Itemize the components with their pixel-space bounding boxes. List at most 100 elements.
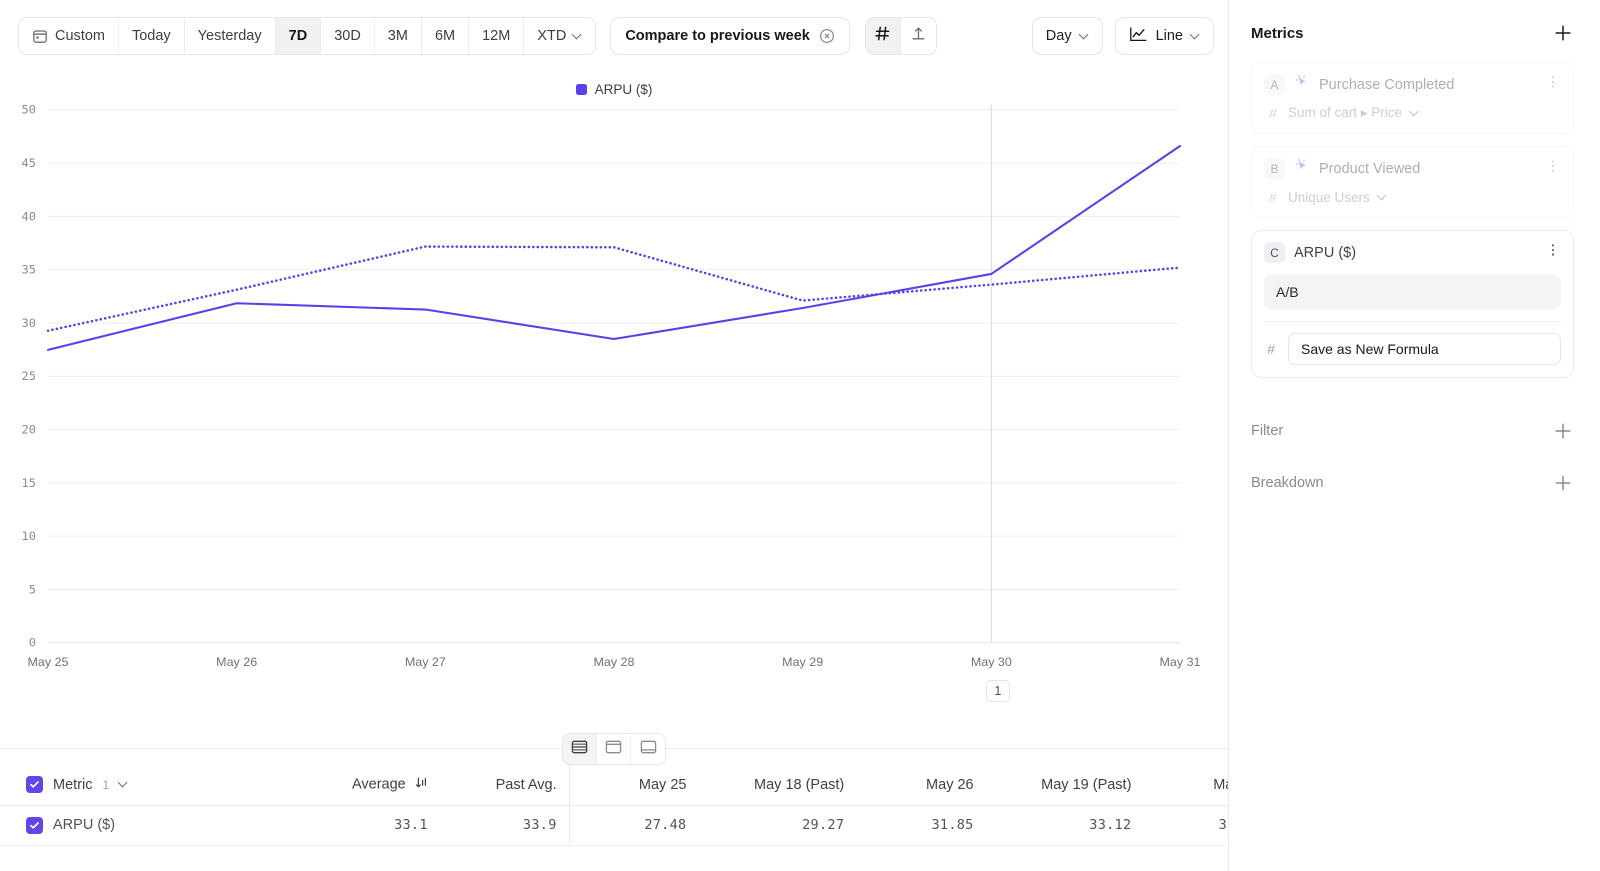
add-filter-button[interactable]: [1552, 420, 1574, 442]
metrics-section-header: Metrics: [1251, 22, 1574, 44]
table-head: Metric 1 Average: [0, 765, 1228, 805]
layout-table-only-button[interactable]: [631, 734, 665, 764]
chart-container: ARPU ($) 0 5 10 15 20 25 30 35 40 45 50 May 25 May 2…: [0, 72, 1228, 871]
save-as-new-formula-button[interactable]: Save as New Formula: [1288, 333, 1561, 365]
close-circle-icon[interactable]: [819, 28, 835, 44]
breakdown-section-header: Breakdown: [1251, 472, 1574, 494]
chart-plot-area[interactable]: 0 5 10 15 20 25 30 35 40 45 50 May 25 May 26 May 27 Ma…: [0, 100, 1220, 721]
svg-text:May 31: May 31: [1160, 655, 1201, 669]
add-breakdown-button[interactable]: [1552, 472, 1574, 494]
layout-split-even-button[interactable]: [563, 734, 597, 764]
range-xtd[interactable]: XTD: [524, 18, 596, 54]
metric-card-a[interactable]: A Purchase Completed # Sum of cart ▸ Pri…: [1251, 62, 1574, 134]
normalize-axis-button[interactable]: [900, 18, 936, 54]
range-3m[interactable]: 3M: [374, 18, 422, 54]
range-custom[interactable]: Custom: [19, 18, 119, 54]
range-yesterday-label: Yesterday: [197, 28, 262, 44]
metric-aggregation-a[interactable]: # Sum of cart ▸ Price: [1264, 105, 1561, 121]
range-12m[interactable]: 12M: [469, 18, 525, 54]
th-past-average[interactable]: Past Avg.: [495, 776, 557, 793]
metric-aggregation-b[interactable]: # Unique Users: [1264, 189, 1561, 205]
chevron-down-icon: [1191, 31, 1200, 40]
line-chart-svg[interactable]: 0 5 10 15 20 25 30 35 40 45 50 May 25 May 26 May 27 Ma…: [0, 100, 1220, 721]
svg-text:May 26: May 26: [216, 655, 257, 669]
layout-split-group[interactable]: [562, 733, 666, 765]
metric-label-a: Purchase Completed: [1319, 76, 1455, 93]
svg-text:45: 45: [22, 156, 36, 170]
range-30d[interactable]: 30D: [321, 18, 375, 54]
metrics-table: Metric 1 Average: [0, 765, 1228, 846]
formula-input[interactable]: A/B: [1264, 275, 1561, 309]
metric-menu-c[interactable]: [1545, 242, 1561, 263]
th-metric-label: Metric: [53, 776, 93, 793]
th-may-26[interactable]: May 26: [926, 776, 974, 793]
metric-label-b: Product Viewed: [1319, 160, 1421, 177]
chart-display-toggle-group[interactable]: [864, 17, 937, 55]
range-7d-label: 7D: [288, 28, 308, 44]
svg-text:30: 30: [22, 316, 36, 330]
th-may-25[interactable]: May 25: [568, 765, 699, 805]
td-may-19-past: 33.12: [1089, 817, 1132, 833]
metric-aggregation-label-b: Unique Users: [1288, 189, 1370, 205]
chevron-down-icon: [1410, 108, 1419, 117]
th-may-19-past[interactable]: May 19 (Past): [1041, 776, 1132, 793]
svg-text:50: 50: [22, 103, 36, 117]
legend-swatch: [575, 84, 587, 95]
svg-text:15: 15: [22, 476, 36, 490]
chart-type-dropdown[interactable]: Line: [1114, 17, 1214, 55]
select-all-checkbox[interactable]: [26, 776, 43, 794]
layout-chart-only-button[interactable]: [597, 734, 631, 764]
right-panel: Metrics A Purchase Completed: [1228, 0, 1600, 871]
metric-aggregation-label-a: Sum of cart ▸ Price: [1288, 105, 1403, 120]
svg-text:May 28: May 28: [594, 655, 635, 669]
row-checkbox[interactable]: [26, 816, 43, 834]
filter-title: Filter: [1251, 423, 1284, 439]
table-header-row: Metric 1 Average: [0, 765, 1228, 805]
th-may-18-past[interactable]: May 18 (Past): [754, 776, 845, 793]
td-average: 33.1: [394, 817, 428, 833]
arrow-up-axis-icon: [910, 25, 927, 47]
range-yesterday[interactable]: Yesterday: [184, 18, 276, 54]
metric-label-c: ARPU ($): [1294, 244, 1357, 261]
metric-card-b[interactable]: B Product Viewed # Unique Users: [1251, 146, 1574, 218]
compare-period-pill[interactable]: Compare to previous week: [610, 17, 850, 55]
table-row[interactable]: ARPU ($) 33.1 33.9 27.48 29.27 31.85 33.…: [0, 805, 1228, 845]
svg-text:May 25: May 25: [28, 655, 69, 669]
svg-text:35: 35: [22, 263, 36, 277]
td-metric-name: ARPU ($): [0, 805, 310, 845]
metric-menu-b[interactable]: [1545, 158, 1561, 179]
chevron-down-icon: [1080, 31, 1089, 40]
grid-toggle-button[interactable]: [865, 18, 901, 54]
metric-card-c[interactable]: C ARPU ($) A/B # Save as New Formula: [1251, 230, 1574, 378]
range-6m[interactable]: 6M: [421, 18, 470, 54]
td-may-25: 27.48: [568, 805, 699, 845]
range-7d[interactable]: 7D: [275, 18, 322, 54]
range-xtd-label: XTD: [537, 28, 567, 44]
annotation-label: 1: [994, 683, 1002, 698]
filter-section-header: Filter: [1251, 420, 1574, 442]
th-metric[interactable]: Metric 1: [0, 765, 310, 805]
cursor-event-icon: [1294, 158, 1310, 179]
split-even-icon: [571, 739, 588, 760]
range-3m-label: 3M: [387, 28, 408, 44]
range-today[interactable]: Today: [118, 18, 185, 54]
chart-type-value: Line: [1155, 28, 1183, 44]
annotation-marker-badge[interactable]: 1: [985, 679, 1010, 702]
split-top-icon: [605, 739, 622, 760]
row-metric-label: ARPU ($): [53, 817, 116, 833]
metrics-table-container[interactable]: Metric 1 Average: [0, 765, 1228, 871]
date-range-segmented-control[interactable]: Custom Today Yesterday 7D 30D 3M: [18, 17, 597, 55]
svg-text:0: 0: [29, 636, 36, 650]
sort-icon[interactable]: [415, 776, 428, 793]
th-may-27[interactable]: May 27: [1213, 776, 1228, 793]
hash-icon: #: [1267, 341, 1275, 357]
granularity-dropdown[interactable]: Day: [1031, 17, 1103, 55]
add-metric-button[interactable]: [1552, 22, 1574, 44]
granularity-value: Day: [1045, 28, 1072, 44]
th-average[interactable]: Average: [310, 765, 439, 805]
chevron-down-icon[interactable]: [119, 779, 128, 788]
save-as-new-formula-label: Save as New Formula: [1301, 341, 1439, 357]
metric-badge-a: A: [1264, 74, 1285, 95]
metric-menu-a[interactable]: [1545, 74, 1561, 95]
